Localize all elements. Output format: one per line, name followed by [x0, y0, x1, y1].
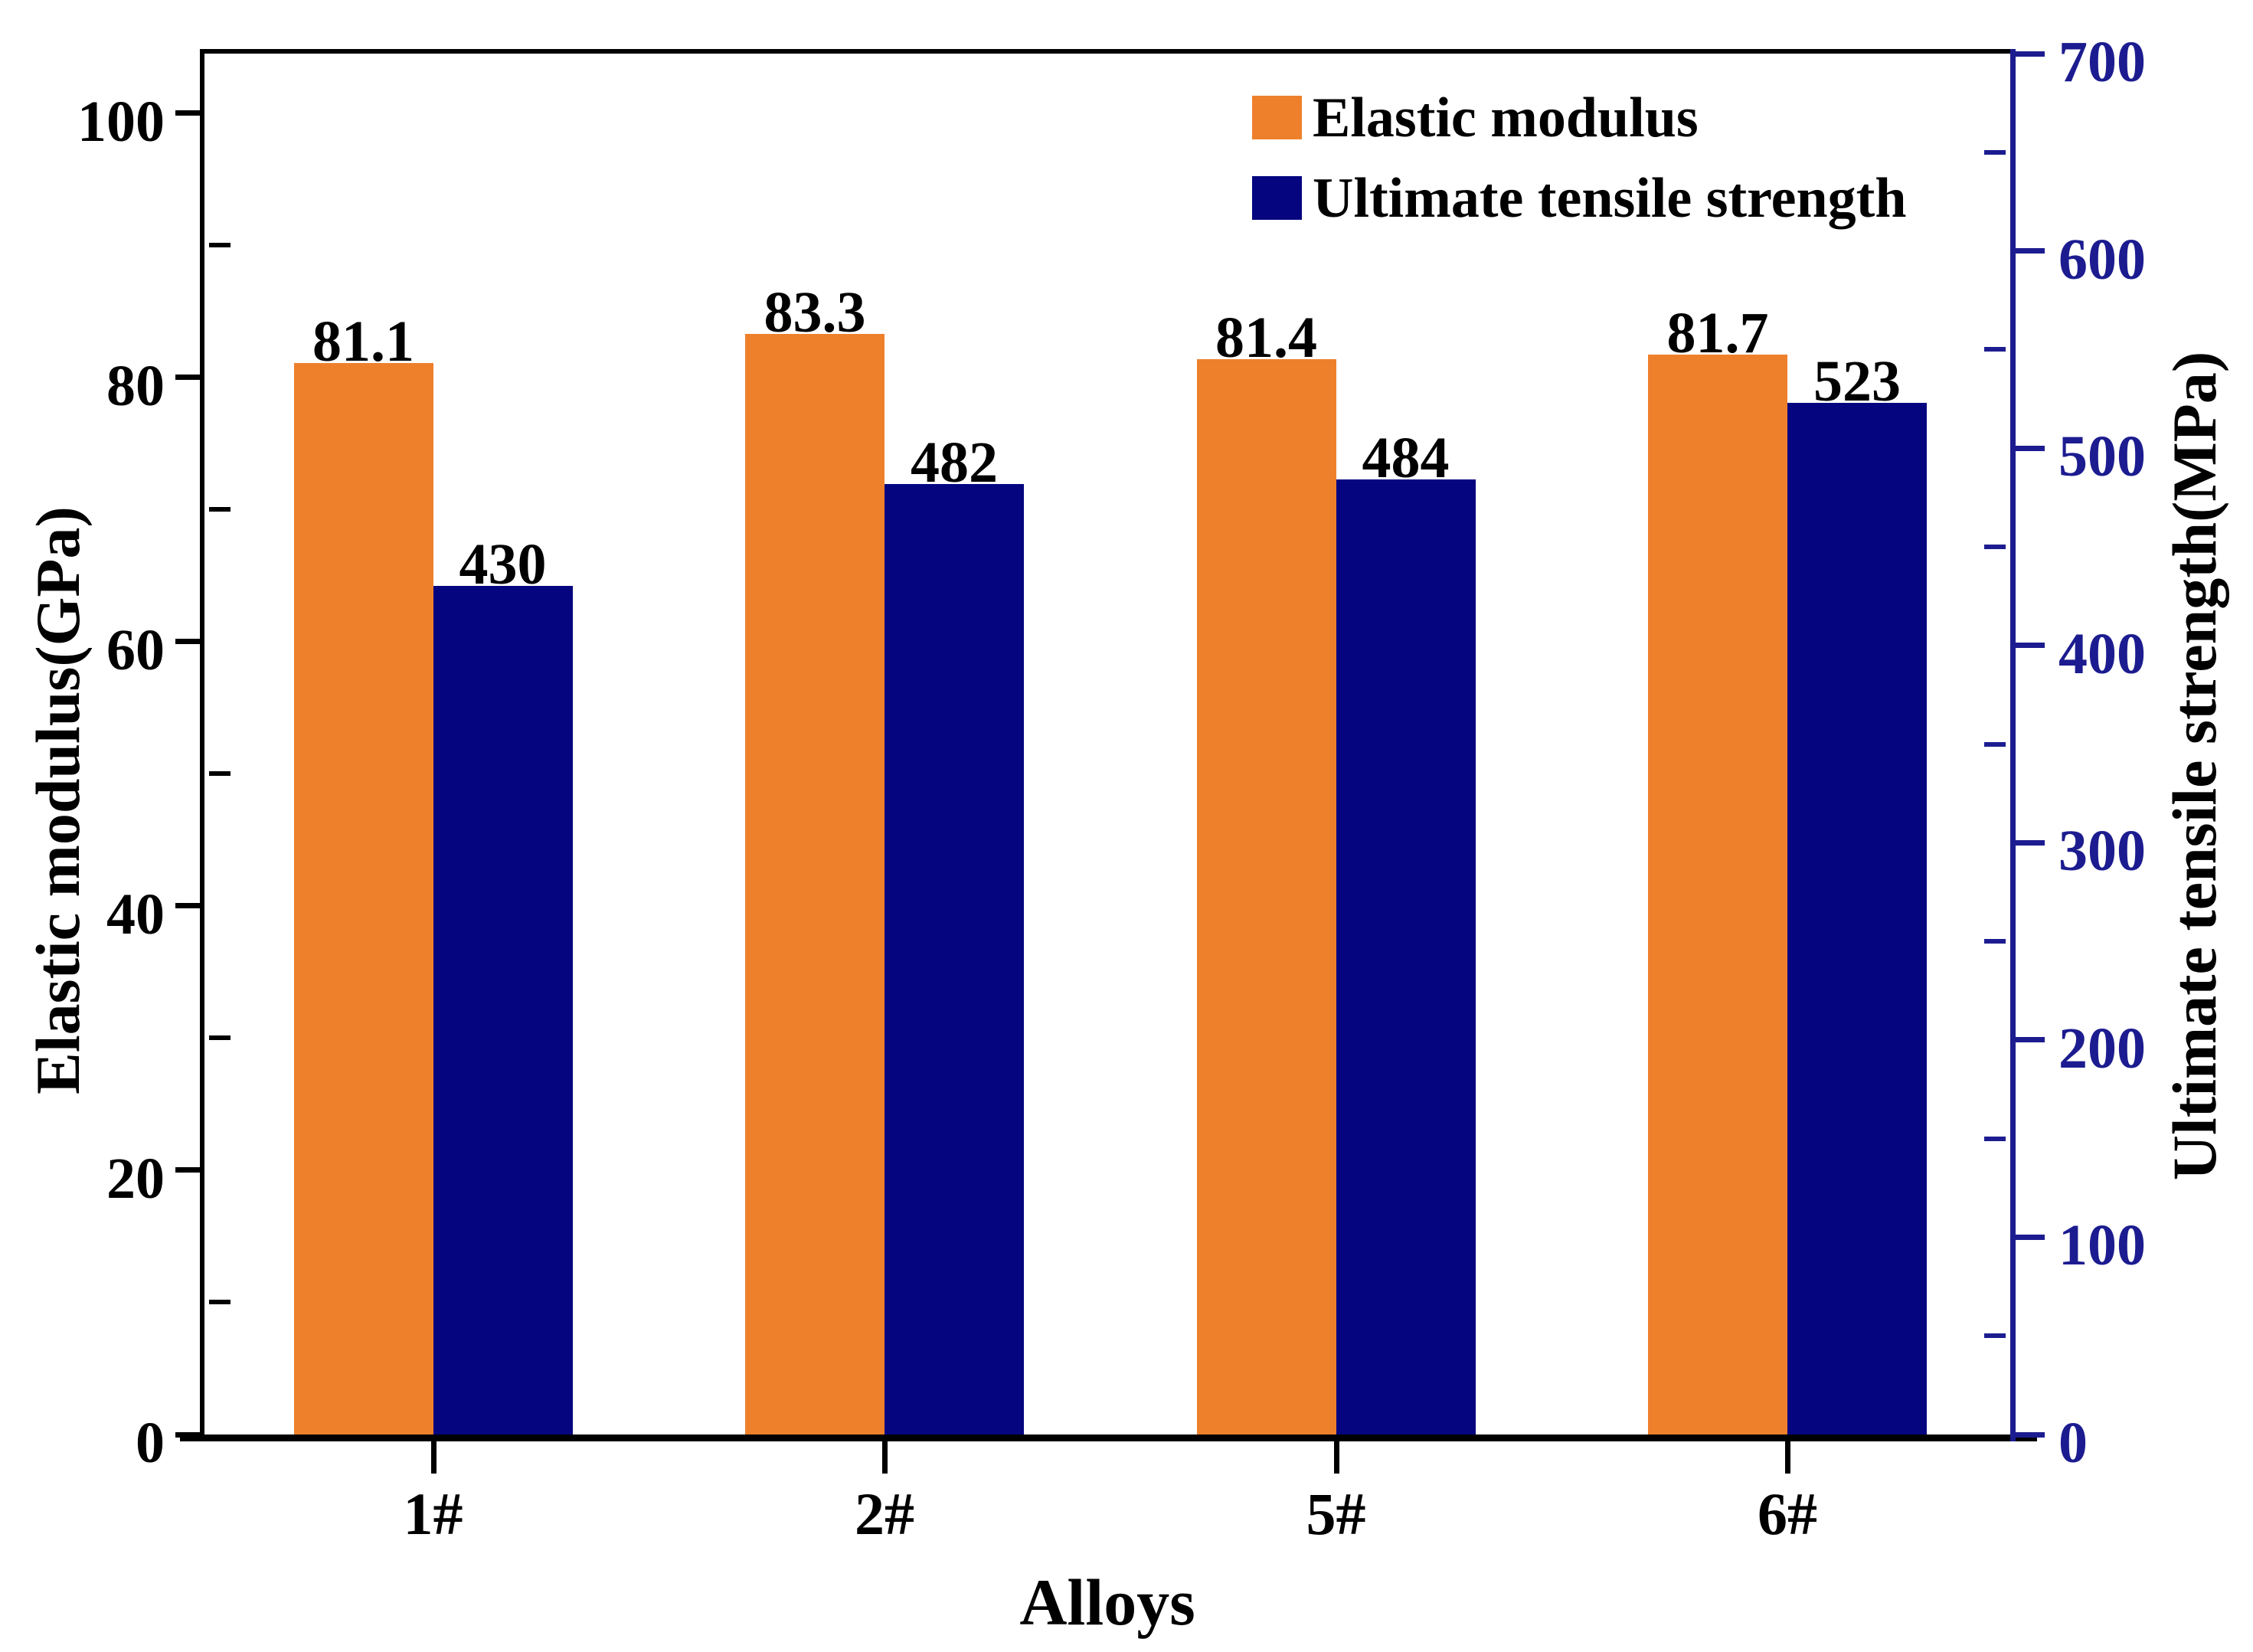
right-tick-label-500: 500 [2058, 424, 2146, 489]
legend-row-0: Elastic modulus [1252, 90, 1906, 146]
x-tick-label-5#: 5# [1306, 1480, 1366, 1547]
left-minor-tick-70 [209, 507, 231, 512]
x-tick-label-2#: 2# [855, 1480, 914, 1547]
right-minor-tick-450 [1984, 544, 2006, 549]
value-label-ultimate-tensile-strength-1#: 430 [459, 532, 547, 597]
left-tick-label-100: 100 [77, 89, 165, 154]
right-major-tick-300 [2016, 839, 2045, 846]
left-major-tick-40 [175, 903, 204, 909]
right-major-tick-600 [2016, 248, 2045, 254]
legend-swatch-elastic-modulus [1252, 96, 1302, 139]
right-major-tick-500 [2016, 445, 2045, 451]
bar-ultimate-tensile-strength-1# [433, 586, 573, 1434]
right-major-tick-200 [2016, 1037, 2045, 1043]
right-major-tick-100 [2016, 1234, 2045, 1240]
right-tick-label-700: 700 [2058, 30, 2146, 94]
right-major-tick-0 [2016, 1431, 2045, 1438]
value-label-ultimate-tensile-strength-6#: 523 [1813, 348, 1901, 414]
right-minor-tick-350 [1984, 741, 2006, 747]
left-tick-label-40: 40 [106, 882, 165, 947]
left-tick-label-20: 20 [106, 1146, 165, 1211]
x-tick-label-1#: 1# [403, 1480, 463, 1547]
right-minor-tick-250 [1984, 939, 2006, 944]
bar-ultimate-tensile-strength-6# [1787, 402, 1927, 1434]
x-tick-6# [1785, 1441, 1790, 1474]
legend: Elastic modulus Ultimate tensile strength [1252, 90, 1906, 257]
left-major-tick-100 [175, 110, 204, 116]
right-minor-tick-650 [1984, 149, 2006, 155]
value-label-elastic-modulus-6#: 81.7 [1666, 301, 1769, 366]
right-tick-label-100: 100 [2058, 1213, 2146, 1278]
right-major-tick-700 [2016, 51, 2045, 57]
left-major-tick-60 [175, 639, 204, 645]
right-minor-tick-150 [1984, 1136, 2006, 1141]
legend-swatch-ultimate-tensile-strength [1252, 176, 1302, 220]
left-tick-label-0: 0 [136, 1411, 165, 1475]
value-label-elastic-modulus-2#: 83.3 [764, 280, 866, 345]
x-axis-line [180, 1434, 2037, 1441]
right-major-tick-400 [2016, 643, 2045, 649]
bar-ultimate-tensile-strength-5# [1336, 479, 1476, 1434]
left-axis-line [200, 49, 204, 1441]
left-tick-label-60: 60 [106, 617, 165, 682]
right-tick-label-600: 600 [2058, 227, 2146, 292]
legend-label-elastic-modulus: Elastic modulus [1313, 86, 1699, 149]
right-tick-label-200: 200 [2058, 1016, 2146, 1081]
bar-ultimate-tensile-strength-2# [885, 483, 1024, 1434]
left-minor-tick-10 [209, 1300, 231, 1305]
value-label-elastic-modulus-5#: 81.4 [1215, 305, 1317, 370]
legend-row-1: Ultimate tensile strength [1252, 170, 1906, 227]
value-label-ultimate-tensile-strength-5#: 484 [1362, 426, 1450, 491]
x-tick-1# [430, 1441, 437, 1474]
bar-elastic-modulus-2# [745, 333, 885, 1434]
left-major-tick-80 [175, 375, 204, 381]
left-major-tick-20 [175, 1167, 204, 1173]
left-axis-title: Elastic modulus(GPa) [23, 506, 93, 1094]
x-axis-title: Alloys [1019, 1565, 1195, 1639]
left-minor-tick-50 [209, 771, 231, 777]
x-tick-2# [882, 1441, 888, 1474]
value-label-ultimate-tensile-strength-2#: 482 [911, 430, 998, 495]
x-tick-5# [1333, 1441, 1339, 1474]
left-major-tick-0 [175, 1431, 204, 1438]
right-minor-tick-50 [1984, 1333, 2006, 1339]
bar-elastic-modulus-1# [293, 362, 433, 1434]
left-tick-label-80: 80 [106, 353, 165, 418]
value-label-elastic-modulus-1#: 81.1 [312, 309, 414, 374]
left-minor-tick-90 [209, 243, 231, 248]
legend-label-ultimate-tensile-strength: Ultimate tensile strength [1313, 166, 1907, 230]
right-tick-label-0: 0 [2058, 1411, 2088, 1475]
right-tick-label-300: 300 [2058, 819, 2146, 884]
right-axis-line [2010, 49, 2016, 1441]
right-axis-title: Ultimate tensile strength(MPa) [2160, 351, 2229, 1181]
bar-elastic-modulus-5# [1196, 358, 1336, 1434]
right-tick-label-400: 400 [2058, 621, 2146, 686]
bar-elastic-modulus-6# [1648, 355, 1787, 1434]
plot-border-top [200, 49, 2016, 54]
right-minor-tick-550 [1984, 347, 2006, 352]
x-tick-label-6#: 6# [1758, 1480, 1817, 1547]
left-minor-tick-30 [209, 1035, 231, 1041]
